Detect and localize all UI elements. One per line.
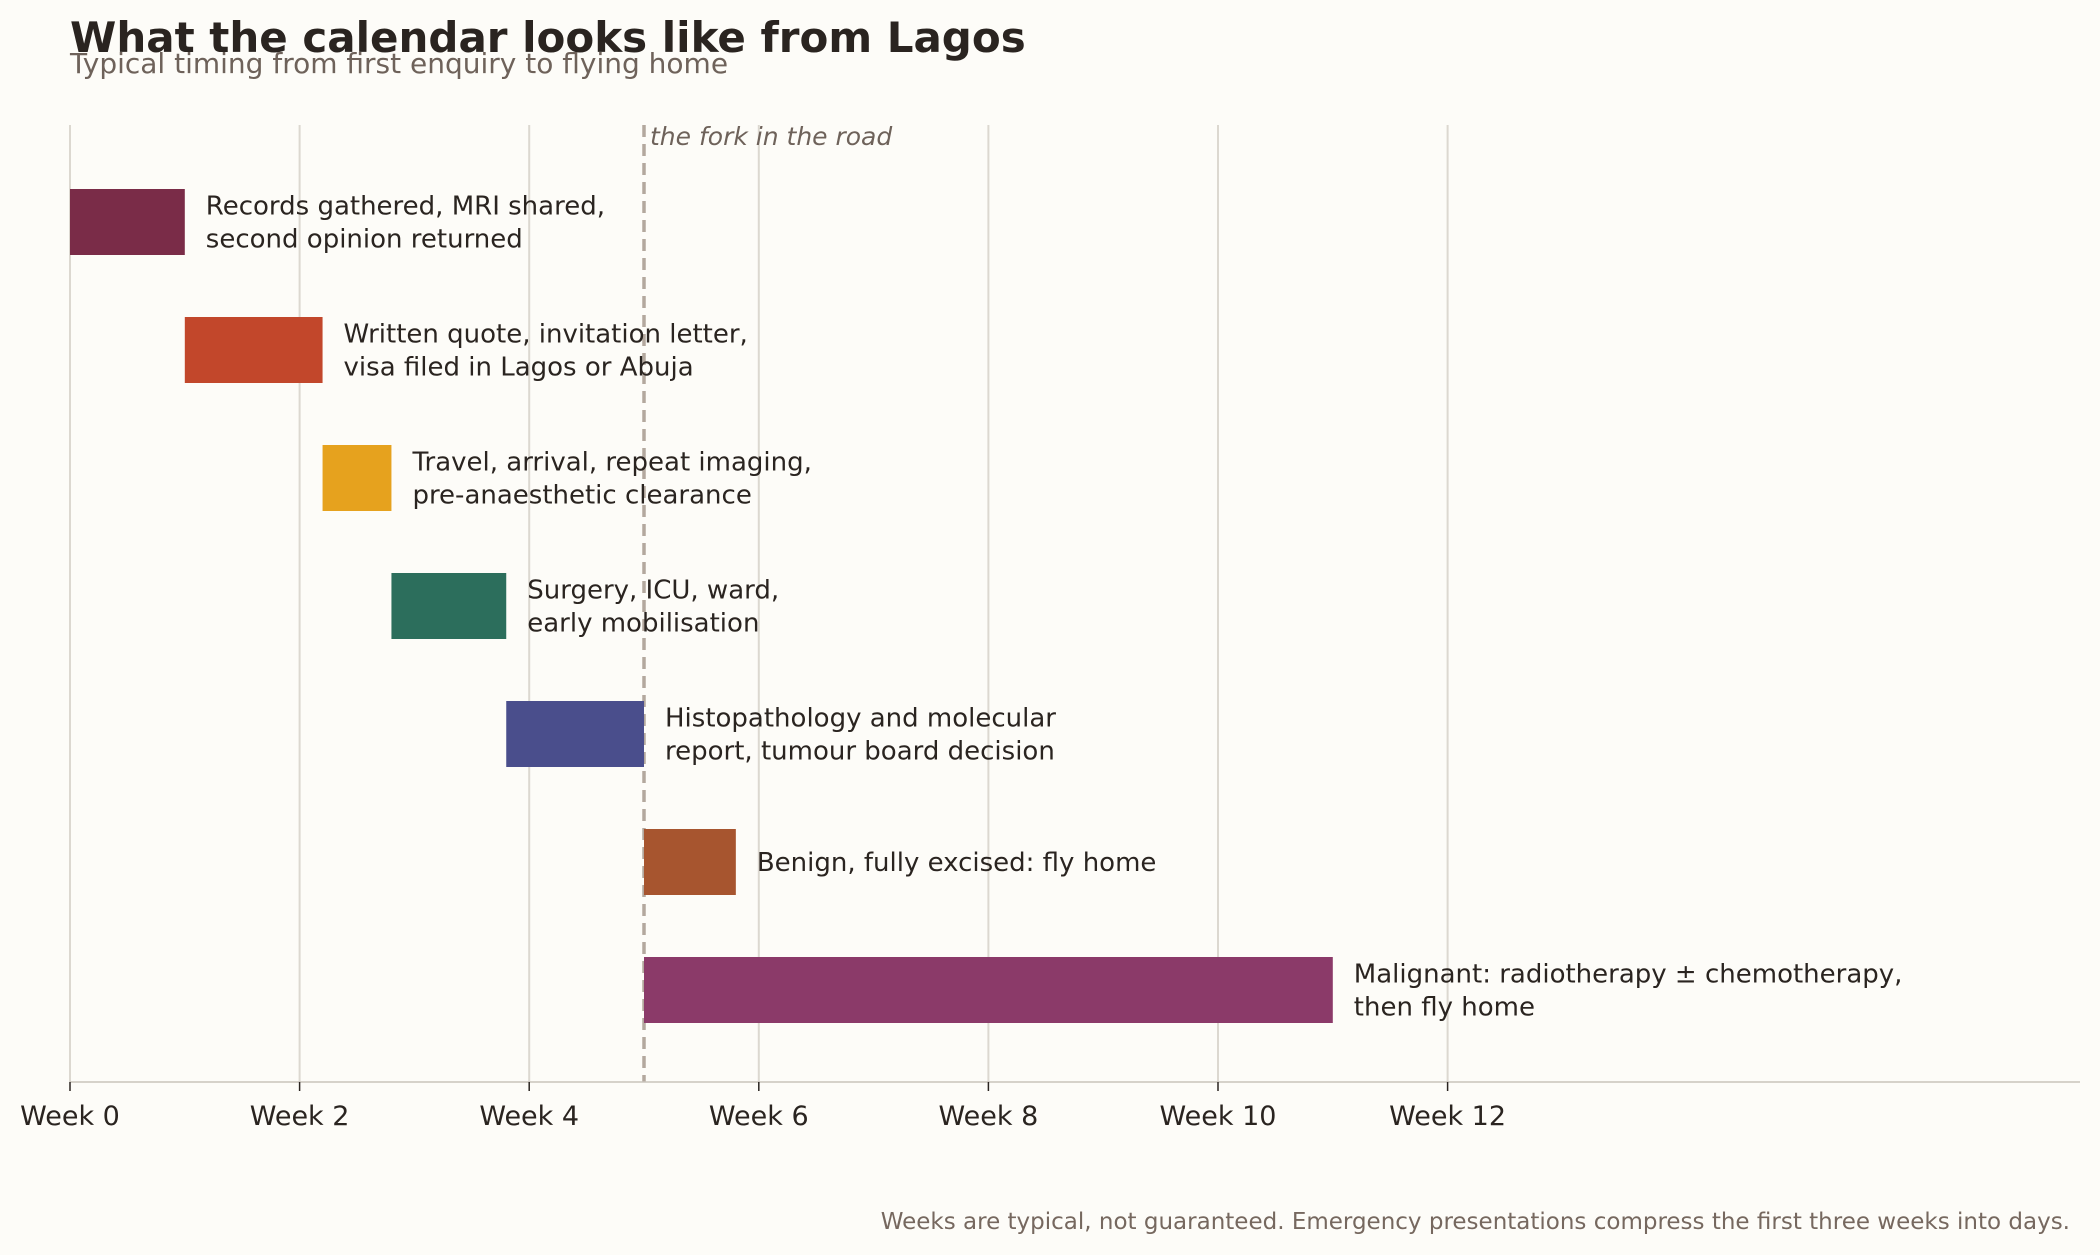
task-bar xyxy=(391,573,507,639)
task-label: Records gathered, MRI shared, xyxy=(206,192,605,222)
x-tick-label: Week 12 xyxy=(1389,1101,1506,1132)
task-label: Malignant: radiotherapy ± chemotherapy, xyxy=(1354,960,1903,990)
bars-group xyxy=(70,189,1333,1023)
task-bar xyxy=(184,317,323,383)
task-label: Benign, fully excised: fly home xyxy=(757,848,1157,878)
annotation-group: the fork in the road xyxy=(642,122,892,1082)
x-tick-label: Week 10 xyxy=(1160,1101,1277,1132)
grid-lines xyxy=(69,125,1449,1082)
x-tick-label: Week 2 xyxy=(250,1101,350,1132)
task-label: second opinion returned xyxy=(206,225,523,255)
x-tick-label: Week 4 xyxy=(479,1101,579,1132)
chart-footnote: Weeks are typical, not guaranteed. Emerg… xyxy=(881,1209,2070,1235)
x-axis-ticks: Week 0 Week 2 Week 4 Week 6 Week 8 Week 10 Wee… xyxy=(20,1082,1506,1132)
task-label: Histopathology and molecular xyxy=(665,704,1056,734)
chart-subtitle: Typical timing from first enquiry to fly… xyxy=(69,47,728,80)
task-label: pre-anaesthetic clearance xyxy=(412,481,751,511)
task-label: visa filed in Lagos or Abuja xyxy=(344,353,694,383)
task-bar xyxy=(644,829,736,895)
x-tick-label: Week 6 xyxy=(709,1101,809,1132)
task-bar xyxy=(70,189,185,255)
x-tick-label: Week 8 xyxy=(939,1101,1039,1132)
task-bar xyxy=(644,957,1333,1023)
task-label: report, tumour board decision xyxy=(665,737,1055,767)
task-bar xyxy=(322,445,392,511)
chart-title: What the calendar looks like from Lagos xyxy=(70,13,1026,62)
task-label: Travel, arrival, repeat imaging, xyxy=(411,448,811,478)
bar-labels-group: Records gathered, MRI shared,second opin… xyxy=(206,192,1903,1023)
task-label: then fly home xyxy=(1354,993,1535,1023)
task-bar xyxy=(506,701,644,767)
x-tick-label: Week 0 xyxy=(20,1101,120,1132)
fork-annotation-label: the fork in the road xyxy=(650,122,892,151)
task-label: early mobilisation xyxy=(527,609,759,639)
task-label: Written quote, invitation letter, xyxy=(344,320,748,350)
task-label: Surgery, ICU, ward, xyxy=(527,576,779,606)
